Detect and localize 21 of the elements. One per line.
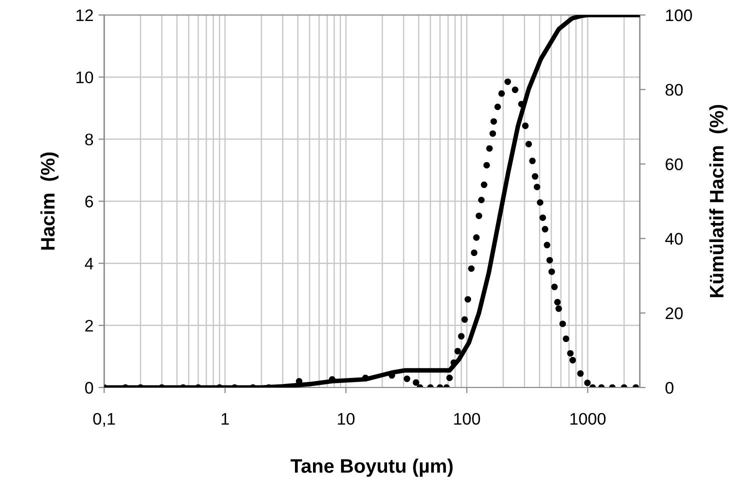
y2-tick-label: 0 (665, 382, 674, 394)
y-axis-title: Hacim (%) (40, 152, 59, 250)
x-tick-label: 100 (454, 412, 480, 425)
y-tick-label: 2 (85, 320, 93, 332)
x-axis-title: Tane Boyutu (µm) (290, 458, 453, 477)
y-tick-label: 12 (76, 9, 93, 22)
y2-tick-label: 60 (666, 158, 683, 170)
y2-tick-label: 40 (665, 232, 683, 245)
y-tick-label: 0 (85, 382, 94, 394)
y2-tick-label: 20 (666, 307, 683, 320)
x-tick-label: 1000 (570, 412, 606, 425)
y-tick-label: 6 (85, 196, 94, 208)
y-tick-label: 4 (84, 258, 94, 270)
x-tick-label: 0,1 (93, 412, 115, 427)
y2-tick-label: 80 (666, 84, 683, 96)
y2-axis-title: Kümülatif Hacim (%) (709, 104, 728, 298)
y2-tick-label: 100 (666, 9, 692, 22)
x-tick-label: 10 (338, 412, 355, 425)
x-tick-label: 1 (222, 413, 229, 425)
y-tick-label: 8 (85, 134, 94, 146)
y-tick-label: 10 (76, 71, 94, 84)
